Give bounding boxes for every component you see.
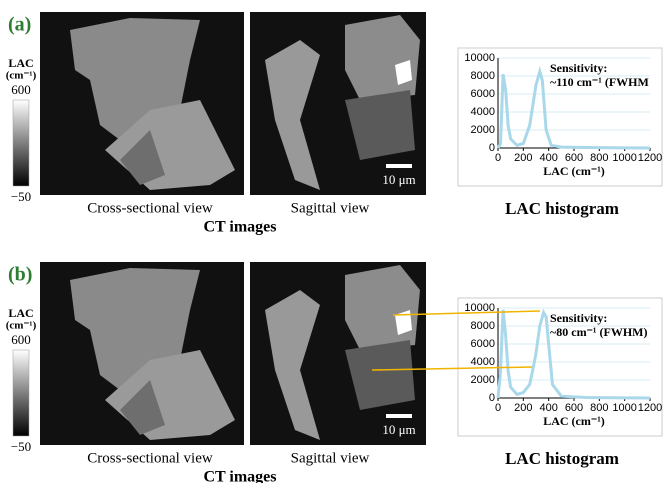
colorbar bbox=[13, 100, 29, 186]
annotation: ~110 cm⁻¹ (FWHM bbox=[550, 75, 649, 89]
x-tick-label: 600 bbox=[565, 152, 583, 164]
y-tick-label: 4000 bbox=[471, 356, 495, 368]
x-tick-label: 800 bbox=[590, 152, 608, 164]
caption: CT images bbox=[203, 219, 276, 236]
caption: CT images bbox=[203, 469, 276, 483]
chart-title: LAC histogram bbox=[505, 449, 619, 468]
scale-bar bbox=[386, 414, 412, 418]
x-tick-label: 800 bbox=[590, 402, 608, 414]
y-tick-label: 8000 bbox=[471, 70, 495, 82]
x-tick-label: 0 bbox=[495, 402, 501, 414]
x-tick-label: 0 bbox=[495, 152, 501, 164]
colorbar-title: LAC bbox=[8, 56, 33, 70]
x-axis-label: LAC (cm⁻¹) bbox=[543, 414, 605, 428]
view-label: Sagittal view bbox=[291, 450, 370, 466]
x-tick-label: 1200 bbox=[638, 152, 662, 164]
particle bbox=[345, 15, 420, 100]
x-tick-label: 200 bbox=[514, 402, 532, 414]
y-tick-label: 10000 bbox=[464, 52, 495, 64]
annotation: Sensitivity: bbox=[550, 311, 607, 325]
y-tick-label: 2000 bbox=[471, 374, 495, 386]
colorbar-unit: (cm⁻¹) bbox=[6, 70, 37, 82]
colorbar-max: 600 bbox=[11, 332, 31, 347]
x-tick-label: 1200 bbox=[638, 402, 662, 414]
y-tick-label: 4000 bbox=[471, 106, 495, 118]
y-tick-label: 6000 bbox=[471, 338, 495, 350]
colorbar-min: −50 bbox=[11, 439, 31, 454]
annotation: ~80 cm⁻¹ (FWHM) bbox=[550, 325, 647, 339]
y-tick-label: 8000 bbox=[471, 320, 495, 332]
colorbar-max: 600 bbox=[11, 82, 31, 97]
colorbar-unit: (cm⁻¹) bbox=[6, 320, 37, 332]
colorbar bbox=[13, 350, 29, 436]
view-label: Sagittal view bbox=[291, 200, 370, 216]
colorbar-min: −50 bbox=[11, 189, 31, 204]
x-tick-label: 200 bbox=[514, 152, 532, 164]
panel-label: (a) bbox=[8, 14, 31, 36]
y-tick-label: 2000 bbox=[471, 124, 495, 136]
view-label: Cross-sectional view bbox=[87, 450, 213, 466]
x-axis-label: LAC (cm⁻¹) bbox=[543, 164, 605, 178]
scale-bar-label: 10 μm bbox=[382, 172, 415, 187]
x-tick-label: 400 bbox=[539, 152, 557, 164]
view-label: Cross-sectional view bbox=[87, 200, 213, 216]
x-tick-label: 1000 bbox=[612, 152, 636, 164]
x-tick-label: 400 bbox=[539, 402, 557, 414]
particle bbox=[345, 265, 420, 350]
panel-label: (b) bbox=[8, 264, 32, 286]
y-tick-label: 6000 bbox=[471, 88, 495, 100]
colorbar-title: LAC bbox=[8, 306, 33, 320]
x-tick-label: 600 bbox=[565, 402, 583, 414]
annotation: Sensitivity: bbox=[550, 61, 607, 75]
scale-bar bbox=[386, 164, 412, 168]
figure: (a)LAC(cm⁻¹)600−5010 μmCross-sectional v… bbox=[0, 0, 669, 483]
x-tick-label: 1000 bbox=[612, 402, 636, 414]
scale-bar-label: 10 μm bbox=[382, 422, 415, 437]
chart-title: LAC histogram bbox=[505, 199, 619, 218]
